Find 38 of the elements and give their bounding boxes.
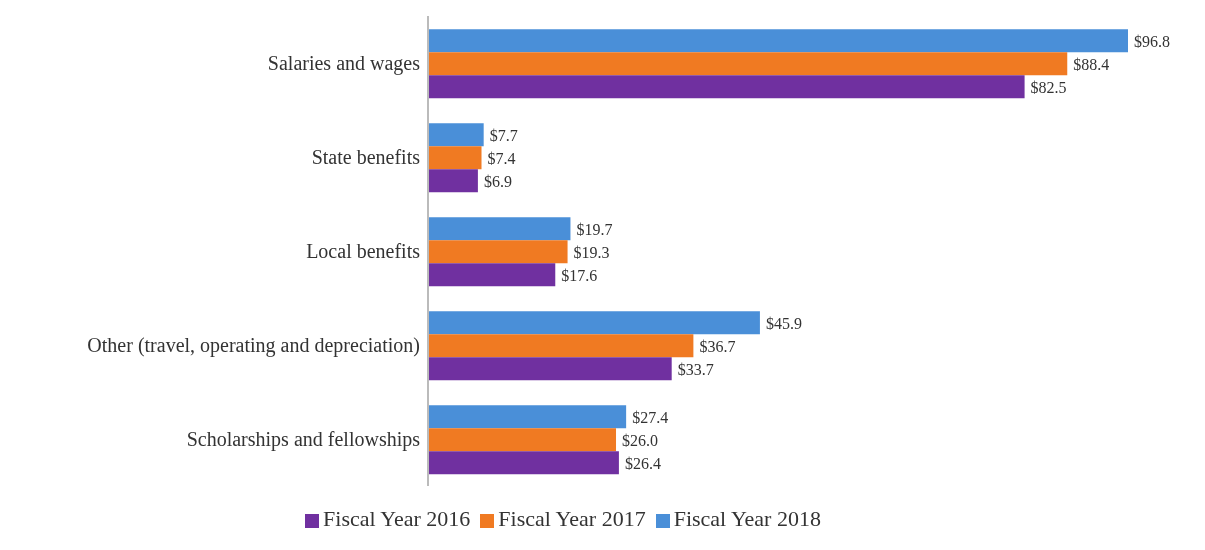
bar [428, 240, 568, 264]
y-tick-label: Other (travel, operating and depreciation) [87, 334, 420, 358]
y-tick-label: Salaries and wages [267, 52, 421, 76]
data-label: $7.7 [489, 126, 518, 144]
data-label: $17.6 [561, 266, 598, 284]
bar [428, 451, 619, 475]
data-label: $88.4 [1073, 55, 1110, 73]
data-label: $19.3 [573, 243, 610, 261]
bar [428, 357, 672, 381]
bar [428, 169, 478, 193]
y-tick-label: State benefits [311, 146, 421, 169]
bar [428, 334, 694, 358]
data-label: $6.9 [483, 172, 512, 190]
y-tick-label: Scholarships and fellowships [186, 428, 421, 452]
bar [428, 405, 627, 429]
legend-label: Fiscal Year 2016 [323, 506, 471, 531]
data-label: $33.7 [677, 360, 714, 378]
data-label: $26.4 [624, 454, 661, 472]
bar [428, 29, 1128, 53]
data-label: $36.7 [699, 337, 736, 355]
y-tick-label: Local benefits [306, 240, 421, 263]
bar [428, 217, 571, 241]
data-label: $27.4 [632, 408, 669, 426]
data-label: $7.4 [487, 149, 516, 167]
bar [428, 311, 760, 335]
bar [428, 428, 617, 452]
legend-label: Fiscal Year 2017 [498, 506, 646, 531]
data-label: $82.5 [1030, 78, 1067, 96]
bar [428, 263, 556, 287]
bar [428, 146, 482, 170]
legend-label: Fiscal Year 2018 [673, 506, 821, 531]
bar [428, 52, 1068, 76]
data-label: $19.7 [576, 220, 613, 238]
data-label: $45.9 [765, 314, 802, 332]
bar [428, 75, 1025, 99]
bar [428, 123, 484, 147]
data-label: $26.0 [622, 431, 659, 449]
data-label: $96.8 [1134, 32, 1170, 50]
